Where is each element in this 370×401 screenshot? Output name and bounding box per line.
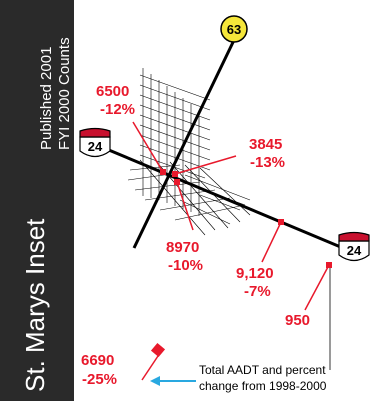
legend-line-1: Total AADT and percent xyxy=(199,363,326,377)
count-change-6690: -25% xyxy=(82,371,117,388)
count-value-6690: 6690 xyxy=(81,352,114,369)
leader-9120 xyxy=(261,221,282,263)
interstate-shield-icon xyxy=(338,240,370,262)
interstate-shield-top-icon xyxy=(79,127,111,138)
map-title: St. Marys Inset xyxy=(20,218,50,392)
count-change-6500: -12% xyxy=(100,101,135,118)
map-subtitle-counts: FYI 2000 Counts xyxy=(56,37,73,150)
arrow-left-icon xyxy=(150,376,160,386)
shield-label-63: 63 xyxy=(227,22,241,37)
leader-8970 xyxy=(176,181,194,231)
count-value-6500: 6500 xyxy=(96,83,129,100)
shield-label-24-east: 24 xyxy=(347,243,362,258)
count-labels: 6500 -12% 3845 -13% 8970 -10% 9,120 -7% … xyxy=(81,83,310,388)
city-street-grid xyxy=(127,68,251,236)
interstate-shield-icon xyxy=(79,136,111,158)
leader-3845 xyxy=(174,155,237,175)
legend: Total AADT and percent change from 1998-… xyxy=(150,363,327,393)
route-24-road xyxy=(103,146,344,250)
shield-interstate-24-west: 24 xyxy=(79,127,111,158)
count-value-8970: 8970 xyxy=(166,239,199,256)
map-subtitle-published: Published 2001 xyxy=(38,47,55,150)
legend-marker xyxy=(150,342,166,358)
leader-6690 xyxy=(141,355,159,381)
shield-interstate-24-east: 24 xyxy=(338,231,370,262)
leader-lines xyxy=(132,121,330,381)
shield-label-24-west: 24 xyxy=(88,139,103,154)
shield-route-63: 63 xyxy=(220,15,248,43)
count-change-8970: -10% xyxy=(168,257,203,274)
legend-line-2: change from 1998-2000 xyxy=(199,379,327,393)
route-63-road xyxy=(132,35,238,249)
interstate-shield-top-icon xyxy=(338,231,370,242)
count-change-3845: -13% xyxy=(250,154,285,171)
count-value-9120: 9,120 xyxy=(236,265,274,282)
title-sidebar xyxy=(0,0,74,401)
leader-6500 xyxy=(132,121,164,173)
state-shield-icon xyxy=(220,15,248,43)
count-change-9120: -7% xyxy=(244,283,271,300)
count-value-950: 950 xyxy=(285,312,310,329)
count-value-3845: 3845 xyxy=(249,136,282,153)
leader-950 xyxy=(304,264,330,311)
